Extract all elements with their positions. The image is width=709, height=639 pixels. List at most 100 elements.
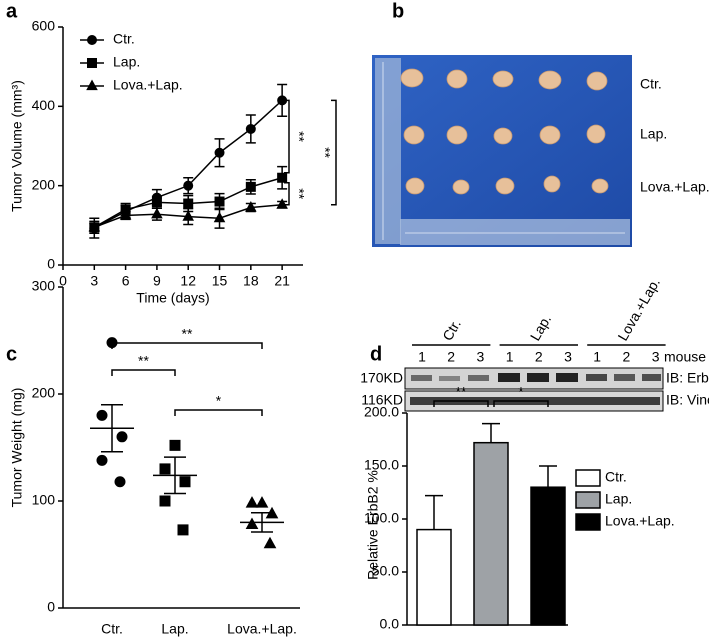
marker [116, 431, 128, 443]
panel-letter: a [6, 0, 18, 22]
marker [151, 197, 162, 208]
marker [245, 517, 259, 530]
bar [473, 441, 509, 626]
y-tick-label: 0 [47, 256, 55, 272]
significance-bracket [284, 181, 290, 206]
marker [159, 495, 171, 507]
x-tick-label: 21 [274, 273, 290, 289]
marker [214, 147, 225, 158]
significance-bracket [433, 400, 489, 407]
group-label: Ctr. [439, 316, 464, 343]
marker [276, 198, 288, 209]
error-bar [425, 494, 443, 530]
x-tick-label: 9 [153, 273, 161, 289]
legend-swatch [575, 491, 601, 509]
marker [263, 536, 277, 549]
marker [213, 211, 226, 223]
lane-label: 1 [593, 349, 601, 365]
significance-bracket [174, 409, 263, 416]
lane-label: 3 [564, 349, 572, 365]
marker [182, 210, 195, 221]
y-axis-label: Tumor Volume (mm³) [9, 80, 25, 212]
y-tick-label: 0 [47, 599, 55, 615]
sem-bar [251, 512, 273, 533]
x-tick-label: Lap. [161, 621, 188, 637]
lane-label: 2 [535, 349, 543, 365]
y-tick-label: 150.0 [364, 457, 399, 473]
marker [159, 463, 171, 475]
panel-letter: d [370, 343, 382, 365]
significance-bracket [111, 342, 263, 349]
marker [96, 409, 108, 421]
lane-label: 3 [477, 349, 485, 365]
western-blot [404, 367, 664, 412]
x-axis-label: Time (days) [136, 290, 209, 306]
legend-marker [86, 79, 98, 91]
legend-label: Ctr. [605, 469, 627, 485]
lane-axis-label: mouse [664, 349, 706, 365]
y-tick-label: 200.0 [364, 404, 399, 420]
significance-bracket [284, 99, 290, 174]
y-tick-label: 100 [32, 492, 56, 508]
band-size: 170KD [360, 370, 403, 386]
legend-marker [87, 58, 97, 68]
marker [179, 476, 191, 488]
sem-bar [101, 403, 123, 453]
legend-swatch [575, 513, 601, 531]
marker [245, 123, 256, 134]
group-label: Lap. [527, 312, 554, 344]
lane-label: 2 [623, 349, 631, 365]
error-bar [539, 465, 557, 488]
x-tick-label: 6 [122, 273, 130, 289]
y-tick-label: 50.0 [372, 563, 399, 579]
y-tick-label: 0.0 [380, 616, 400, 632]
bar [416, 528, 452, 626]
significance-label: ** [317, 147, 333, 158]
significance-label: ** [291, 131, 307, 142]
marker [183, 198, 194, 209]
significance-label: ** [138, 353, 149, 369]
lane-label: 1 [506, 349, 514, 365]
x-tick-label: 18 [243, 273, 259, 289]
legend-label: Lova.+Lap. [113, 77, 183, 93]
y-tick-label: 100.0 [364, 510, 399, 526]
marker [277, 172, 288, 183]
significance-label: * [216, 393, 222, 409]
legend-label: Lova.+Lap. [605, 513, 675, 529]
significance-bracket [493, 400, 549, 407]
marker [245, 496, 259, 508]
significance-label: ** [182, 326, 193, 342]
band-size: 116KD [361, 392, 403, 408]
x-tick-label: Ctr. [101, 621, 123, 637]
group-label: Lova.+Lap. [614, 275, 663, 343]
bar [530, 486, 566, 626]
y-axis-label: Tumor Weight (mg) [9, 388, 25, 508]
row-label: Lap. [640, 126, 667, 142]
marker [245, 201, 257, 212]
significance-label: * [518, 384, 524, 400]
legend-label: Lap. [113, 54, 140, 70]
x-tick-label: Lova.+Lap. [227, 621, 297, 637]
y-axis-label: Relative ErbB2 % [365, 470, 381, 580]
marker [183, 180, 194, 191]
significance-bracket [331, 99, 337, 206]
row-label: Ctr. [640, 76, 662, 92]
panel-letter: c [6, 343, 17, 365]
y-tick-label: 300 [32, 278, 56, 294]
significance-label: ** [291, 188, 307, 199]
band-label: IB: Vinculin [666, 392, 709, 408]
legend-marker [87, 35, 97, 45]
sem-bar [164, 456, 186, 495]
lane-label: 3 [652, 349, 660, 365]
y-tick-label: 600 [32, 18, 56, 34]
lane-label: 2 [447, 349, 455, 365]
x-tick-label: 0 [59, 273, 67, 289]
legend-swatch [575, 469, 601, 487]
marker [255, 496, 269, 508]
legend-label: Lap. [605, 491, 632, 507]
marker [151, 207, 163, 219]
y-tick-label: 400 [32, 97, 56, 113]
row-label: Lova.+Lap. [640, 179, 709, 195]
legend-label: Ctr. [113, 31, 135, 47]
